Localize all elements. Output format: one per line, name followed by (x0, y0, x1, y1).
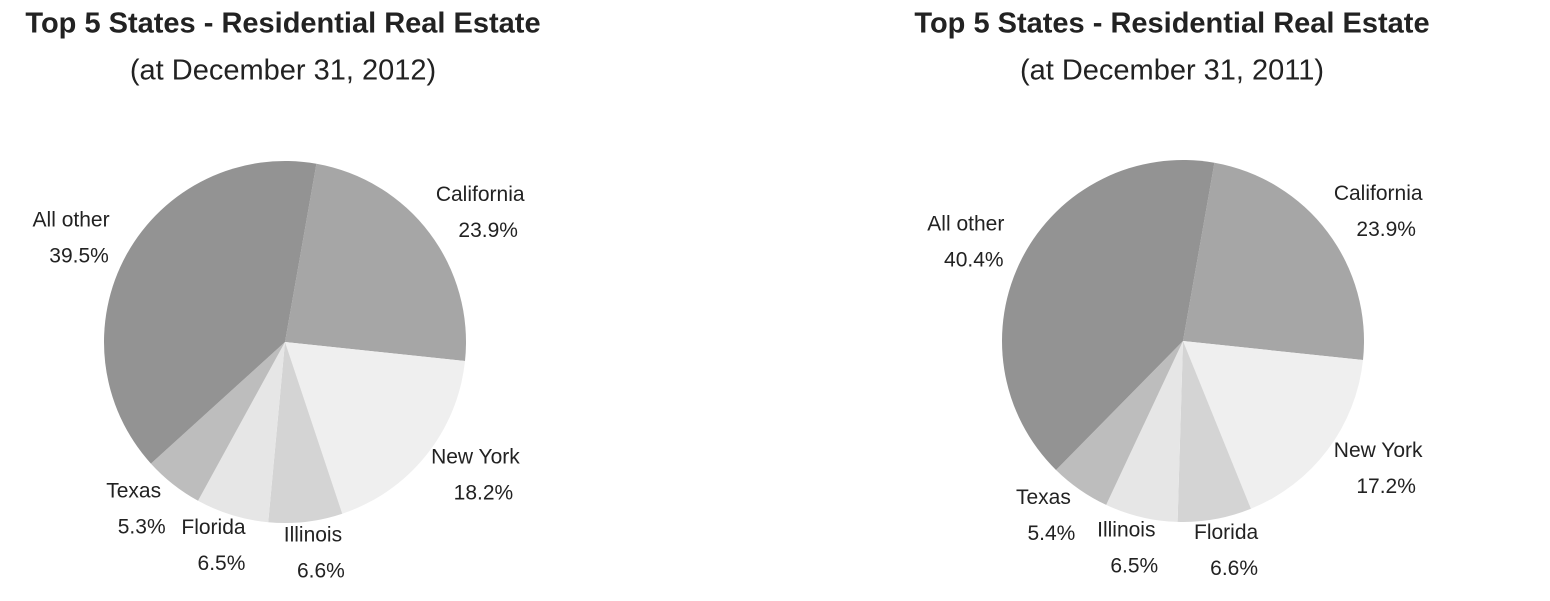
slice-label: Illinois (284, 524, 342, 547)
slice-label: Florida (181, 516, 246, 539)
slice-value-label: 39.5% (49, 244, 109, 267)
pie-slice (268, 342, 343, 523)
pie-slice (1177, 341, 1251, 522)
slice-label: Texas (106, 479, 161, 502)
slice-value-label: 6.6% (297, 560, 345, 583)
slice-label: Florida (1194, 521, 1259, 544)
pie-slice (103, 161, 317, 464)
slice-label: California (436, 183, 525, 206)
pie-slice (1106, 341, 1183, 522)
pie-slice (1002, 160, 1215, 470)
chart-title: Top 5 States - Residential Real Estate (914, 8, 1429, 40)
pie-slice (285, 342, 465, 514)
slice-value-label: 5.3% (118, 515, 166, 538)
slice-value-label: 23.9% (458, 219, 518, 242)
slice-label: All other (33, 208, 110, 231)
pie-slice (150, 342, 285, 501)
slice-label: Illinois (1097, 518, 1155, 541)
pie-slice (285, 163, 466, 362)
slice-label: California (1334, 182, 1423, 205)
slice-label: All other (927, 213, 1004, 236)
chart-subtitle: (at December 31, 2011) (1020, 55, 1324, 87)
pie-slice (1183, 341, 1363, 509)
slice-value-label: 23.9% (1356, 218, 1416, 241)
slice-value-label: 18.2% (454, 481, 514, 504)
slice-value-label: 17.2% (1356, 475, 1416, 498)
slice-label: Texas (1016, 486, 1071, 509)
pie-slice (1183, 162, 1364, 361)
pie-slice (198, 342, 285, 523)
slice-value-label: 5.4% (1027, 522, 1075, 545)
chart-subtitle: (at December 31, 2012) (130, 55, 436, 87)
slice-value-label: 6.5% (1110, 554, 1158, 577)
chart-title: Top 5 States - Residential Real Estate (25, 8, 540, 40)
slice-label: New York (431, 445, 520, 468)
slice-label: New York (1334, 439, 1423, 462)
slice-value-label: 40.4% (944, 249, 1004, 272)
slice-value-label: 6.6% (1210, 557, 1258, 580)
slice-value-label: 6.5% (198, 552, 246, 575)
pie-slice (1056, 341, 1183, 505)
